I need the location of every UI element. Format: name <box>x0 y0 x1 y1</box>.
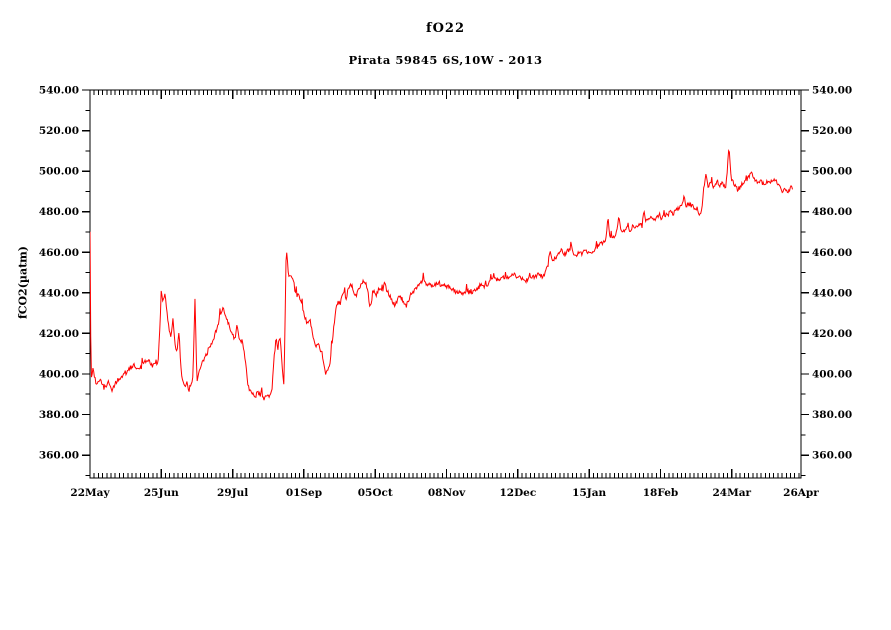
y-tick-label-left: 500.00 <box>39 166 79 178</box>
y-tick-label-left: 520.00 <box>39 125 79 137</box>
plot-frame <box>89 89 802 479</box>
y-tick-label-left: 440.00 <box>39 287 79 299</box>
y-tick-label-left: 480.00 <box>39 206 79 218</box>
x-tick-label: 15Jan <box>572 487 606 499</box>
y-tick-label-left: 400.00 <box>39 368 79 380</box>
chart-title: fO22 <box>425 21 465 36</box>
y-tick-label-right: 360.00 <box>812 450 852 462</box>
y-tick-label-right: 500.00 <box>812 166 852 178</box>
chart-subtitle: Pirata 59845 6S,10W - 2013 <box>348 53 543 67</box>
x-tick-label: 18Feb <box>643 487 679 499</box>
y-tick-label-left: 420.00 <box>39 328 79 340</box>
x-tick-label: 29Jul <box>217 487 248 499</box>
x-tick-label: 26Apr <box>783 487 819 499</box>
y-tick-label-left: 380.00 <box>39 409 79 421</box>
y-tick-label-right: 400.00 <box>812 368 852 380</box>
x-tick-label: 05Oct <box>358 487 393 499</box>
y-tick-label-left: 540.00 <box>39 85 79 97</box>
y-tick-label-right: 420.00 <box>812 328 852 340</box>
y-tick-label-left: 360.00 <box>39 450 79 462</box>
x-tick-label: 22May <box>70 487 110 499</box>
fco2-series-line <box>90 149 793 401</box>
y-tick-label-right: 540.00 <box>812 85 852 97</box>
x-tick-label: 24Mar <box>712 487 751 499</box>
y-tick-label-right: 520.00 <box>812 125 852 137</box>
x-tick-label: 25Jun <box>144 487 179 499</box>
y-tick-label-right: 480.00 <box>812 206 852 218</box>
y-axis-label: fCO2(µatm) <box>16 245 30 320</box>
y-tick-label-left: 460.00 <box>39 247 79 259</box>
x-tick-label: 08Nov <box>428 487 466 499</box>
y-tick-label-right: 440.00 <box>812 287 852 299</box>
y-tick-label-right: 380.00 <box>812 409 852 421</box>
x-tick-label: 01Sep <box>286 487 322 499</box>
x-tick-label: 12Dec <box>499 487 536 499</box>
y-tick-label-right: 460.00 <box>812 247 852 259</box>
